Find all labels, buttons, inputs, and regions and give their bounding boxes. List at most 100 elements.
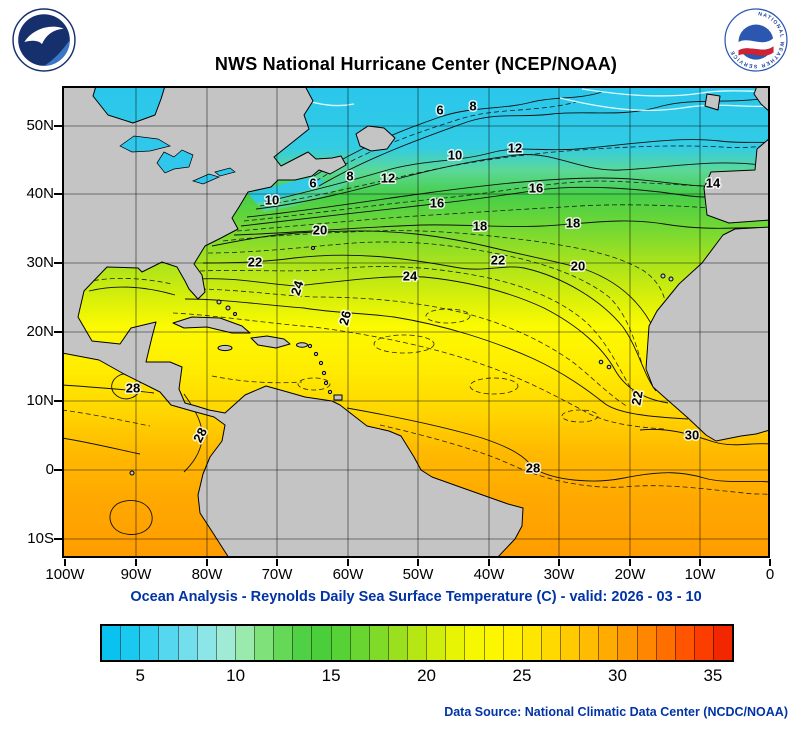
contour-line-dashed	[259, 145, 771, 207]
colorbar-cell	[177, 626, 197, 660]
antilles-island	[327, 389, 333, 395]
axis-tick	[54, 193, 62, 195]
contour-line-white	[581, 88, 771, 97]
colorbar-cell	[273, 626, 293, 660]
colorbar-cell	[674, 626, 694, 660]
contour-label: 12	[508, 141, 522, 156]
colorbar-cell	[502, 626, 522, 660]
map-border	[62, 86, 770, 558]
cape-verde-island	[606, 364, 612, 370]
puerto-rico-island	[296, 342, 308, 348]
lon-tick-label: 30W	[543, 566, 575, 583]
contour-line-dashed	[199, 266, 634, 393]
contour-label: 18	[473, 219, 487, 234]
cold-wedge	[248, 177, 324, 203]
contour-line	[264, 139, 771, 203]
axis-tick	[135, 559, 137, 566]
colorbar-cell	[387, 626, 407, 660]
axis-tick	[54, 538, 62, 540]
map-figure: 6 8 10 12 6 8 12 10 16 16 14 18 18 20 20 22 22 24 24 26 28 28…	[26, 85, 774, 583]
axis-tick	[54, 125, 62, 127]
canary-island	[660, 273, 666, 279]
contour-line	[202, 254, 657, 392]
colorbar-tick-label: 30	[607, 666, 627, 685]
colorbar-cell	[311, 626, 331, 660]
contour-label: 8	[346, 169, 353, 184]
contour-eddy	[469, 377, 519, 395]
contour-line-dashed	[207, 241, 644, 368]
lon-tick-label: 50W	[402, 566, 434, 583]
contour-line	[233, 220, 771, 236]
colorbar-cell	[120, 626, 140, 660]
colorbar-cell	[540, 626, 560, 660]
colorbar-cell	[693, 626, 713, 660]
colorbar-cell	[483, 626, 503, 660]
contour-label: 14	[706, 176, 721, 191]
colorbar-tick-label: 35	[703, 666, 723, 685]
contour-line	[109, 500, 153, 535]
colorbar-cell	[407, 626, 427, 660]
contour-label: 12	[381, 171, 395, 186]
lake-ontario	[214, 167, 236, 177]
colorbar-cell	[292, 626, 312, 660]
contour-line	[255, 154, 771, 210]
cool-wedge	[256, 164, 364, 212]
contour-line-dashed	[172, 312, 665, 430]
colorbar-tick-label: 15	[321, 666, 341, 685]
noaa-logo	[12, 8, 76, 72]
noaa-gull-icon	[24, 26, 64, 45]
colorbar-cell	[445, 626, 465, 660]
nws-logo-red-swoosh	[738, 46, 774, 56]
contour-label: 30	[685, 428, 699, 443]
nws-logo: NATIONAL WEATHER SERVICE	[724, 8, 788, 72]
bahamas-island	[225, 305, 231, 311]
lon-tick-label: 70W	[261, 566, 293, 583]
lon-tick-label: 20W	[614, 566, 646, 583]
data-source: Data Source: National Climatic Data Cent…	[444, 705, 788, 719]
cold-water-overlays	[248, 164, 364, 212]
colorbar-cell	[254, 626, 274, 660]
antilles-island	[318, 360, 324, 366]
contour-line	[639, 428, 771, 446]
colorbar-cell	[330, 626, 350, 660]
hispaniola-island	[250, 335, 291, 349]
contour-label: 20	[571, 259, 585, 274]
colorbar-cell	[196, 626, 216, 660]
lon-tick-label: 80W	[191, 566, 223, 583]
trinidad-island	[333, 394, 343, 401]
colorbar-cell	[102, 626, 121, 660]
colorbar	[100, 624, 734, 662]
lon-tick-label: 10W	[684, 566, 716, 583]
ireland-island	[704, 93, 721, 111]
contour-line-dashed	[61, 409, 151, 427]
galapagos-island	[129, 470, 135, 476]
contour-line	[240, 186, 771, 227]
colorbar-cell	[215, 626, 235, 660]
contour-eddy	[561, 409, 599, 423]
lat-tick-label: 10N	[26, 392, 54, 409]
contour-line-dashed	[379, 424, 771, 496]
lake-michigan-huron	[156, 149, 194, 174]
lon-tick-label: 0	[765, 566, 775, 583]
great-lakes	[119, 135, 236, 185]
axis-tick	[347, 559, 349, 566]
axis-tick	[769, 559, 771, 566]
page-title: NWS National Hurricane Center (NCEP/NOAA…	[214, 54, 618, 74]
contour-label: 18	[566, 216, 580, 231]
colorbar-cell	[464, 626, 484, 660]
contour-label: 10	[265, 193, 279, 208]
colorbar-cell	[617, 626, 637, 660]
contour-label: 16	[430, 196, 444, 211]
colorbar-cell	[521, 626, 541, 660]
contour-label: 6	[436, 103, 443, 118]
cuba-island	[172, 316, 251, 334]
iberia-landmass	[703, 137, 771, 224]
contour-line-dashed	[243, 180, 771, 222]
antilles-island	[313, 351, 319, 357]
antilles-island	[323, 380, 329, 386]
contour-label: 10	[448, 148, 462, 163]
canary-island	[668, 276, 674, 282]
contour-eddy	[297, 377, 331, 391]
lon-tick-label: 40W	[473, 566, 505, 583]
